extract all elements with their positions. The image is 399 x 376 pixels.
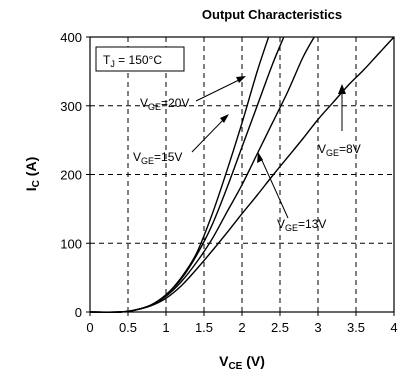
arrow-vge-13v: [259, 155, 289, 219]
condition-box: [95, 46, 185, 72]
y-tick-label: 100: [60, 236, 82, 251]
arrowhead-vge-13v: [257, 152, 263, 163]
y-tick-label: 200: [60, 168, 82, 183]
arrowhead-vge-8v: [338, 84, 346, 94]
x-tick-label: 2: [238, 320, 245, 335]
x-tick-label: 3: [314, 320, 321, 335]
y-tick-label: 300: [60, 99, 82, 114]
x-tick-label: 3.5: [347, 320, 365, 335]
chart-title: Output Characteristics: [202, 7, 342, 22]
arrow-vge-15v: [191, 116, 227, 153]
axis-ticks: 0 0.5 1 1.5 2 2.5 3 3.5 4 0 100 200 300 400: [60, 30, 397, 335]
x-tick-label: 0.5: [119, 320, 137, 335]
annotation-arrows: [191, 76, 346, 219]
y-axis-label: IC (A): [23, 157, 42, 191]
y-tick-label: 400: [60, 30, 82, 45]
x-tick-label: 2.5: [271, 320, 289, 335]
x-tick-label: 1.5: [195, 320, 213, 335]
label-vge-15v: VGE=15V: [133, 150, 182, 166]
x-tick-label: 4: [390, 320, 397, 335]
label-vge-13v: VGE=13V: [277, 217, 326, 233]
arrow-vge-20v: [195, 77, 244, 102]
grid-lines: [90, 37, 394, 312]
series-line-vge=8v: [89, 36, 395, 313]
curve-layer: [89, 36, 395, 313]
y-tick-label: 0: [75, 305, 82, 320]
arrowhead-vge-20v: [236, 76, 246, 83]
condition-text: TJ = 150°C: [103, 53, 162, 69]
x-axis-label: VCE (V): [219, 353, 265, 372]
label-vge-8v: VGE=8V: [318, 142, 361, 158]
arrowhead-vge-15v: [220, 114, 229, 123]
x-tick-label: 0: [86, 320, 93, 335]
label-vge-20v: VGE=20V: [140, 96, 189, 112]
x-tick-label: 1: [162, 320, 169, 335]
